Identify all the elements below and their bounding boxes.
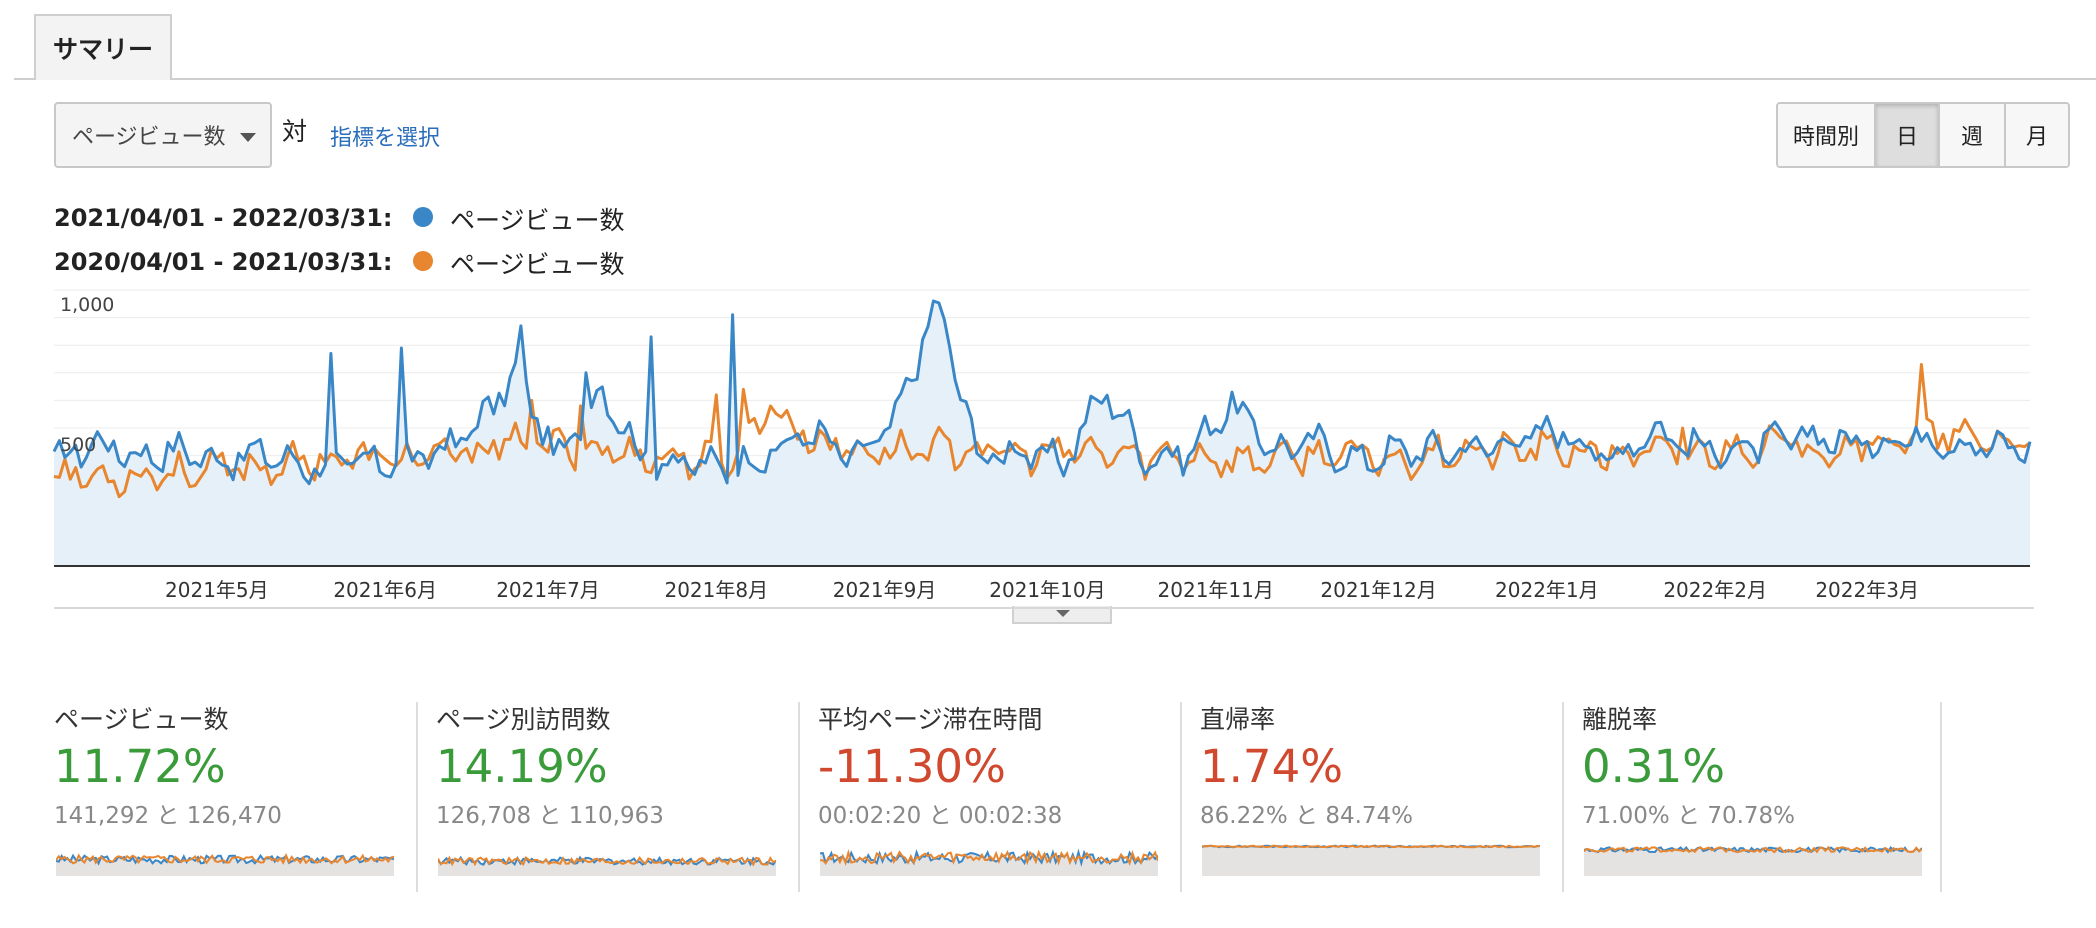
x-tick-label: 2021年10月	[989, 578, 1106, 602]
x-tick-label: 2021年9月	[832, 578, 937, 602]
series-line-current	[52, 299, 2032, 486]
metric-change-percent: 1.74%	[1200, 740, 1343, 793]
card-separator	[416, 702, 418, 892]
x-tick-label: 2022年1月	[1495, 578, 1599, 602]
x-tick-label: 2021年5月	[165, 578, 269, 602]
sparkline-area	[1202, 845, 1540, 876]
legend-range-current: 2021/04/01 - 2022/03/31:	[54, 204, 393, 232]
x-tick-label: 2022年3月	[1815, 578, 1919, 602]
legend-range-previous: 2020/04/01 - 2021/03/31:	[54, 248, 393, 276]
sparkline-previous	[820, 848, 1158, 866]
sparkline-area	[1584, 847, 1922, 876]
y-tick-label: 500	[60, 434, 97, 456]
sparkline	[1202, 844, 1540, 876]
versus-label: 対	[282, 117, 308, 146]
x-tick-label: 2022年2月	[1663, 578, 1767, 602]
tab-bar: サマリー	[14, 0, 2096, 80]
metric-name: 離脱率	[1582, 705, 1658, 734]
metric-select-label: ページビュー数	[72, 125, 226, 150]
sparkline-previous	[1584, 845, 1922, 854]
series-area	[54, 301, 2030, 566]
metric-name: ページ別訪問数	[436, 705, 611, 734]
sparkline-previous	[438, 855, 776, 867]
tab-summary[interactable]: サマリー	[34, 14, 172, 80]
granularity-day-button[interactable]: 日	[1874, 104, 1938, 166]
x-tick-label: 2021年11月	[1157, 578, 1274, 602]
x-tick-label: 2021年12月	[1320, 578, 1437, 602]
granularity-week-button[interactable]: 週	[1938, 104, 2004, 166]
metric-comparison: 126,708 と 110,963	[436, 803, 664, 829]
x-tick-label: 2021年8月	[664, 578, 769, 602]
metric-comparison: 86.22% と 84.74%	[1200, 803, 1414, 829]
sparkline-previous	[56, 852, 394, 865]
legend-dot-current	[413, 207, 433, 227]
granularity-month-button[interactable]: 月	[2004, 104, 2068, 166]
sparkline-previous	[1202, 844, 1540, 849]
chevron-down-icon	[240, 133, 256, 142]
chevron-down-icon	[1056, 610, 1070, 617]
sparkline	[56, 852, 394, 876]
summary-card-pageviews[interactable]: ページビュー数 11.72% 141,292 と 126,470	[54, 700, 436, 892]
metric-name: ページビュー数	[54, 705, 229, 734]
metric-comparison: 141,292 と 126,470	[54, 803, 282, 829]
metric-change-percent: 11.72%	[54, 740, 226, 793]
sparkline	[438, 855, 776, 876]
y-tick-label: 1,000	[60, 294, 115, 316]
legend-dot-previous	[413, 251, 433, 271]
sparkline	[1584, 845, 1922, 876]
summary-card-avg-time-on-page[interactable]: 平均ページ滞在時間 -11.30% 00:02:20 と 00:02:38	[798, 700, 1200, 892]
chart-collapse-handle[interactable]	[1012, 606, 1112, 624]
card-separator	[1940, 702, 1942, 892]
metric-name: 平均ページ滞在時間	[818, 705, 1043, 734]
metric-comparison: 00:02:20 と 00:02:38	[818, 803, 1063, 829]
metric-name: 直帰率	[1200, 705, 1276, 734]
metric-comparison: 71.00% と 70.78%	[1582, 803, 1796, 829]
tab-underline	[14, 78, 2096, 80]
x-tick-label: 2021年7月	[496, 578, 600, 602]
card-separator	[1180, 702, 1182, 892]
legend-metric-current: ページビュー数	[450, 206, 625, 235]
metric-change-percent: -11.30%	[818, 740, 1006, 793]
metric-change-percent: 14.19%	[436, 740, 608, 793]
choose-metric-link[interactable]: 指標を選択	[330, 126, 441, 151]
metric-change-percent: 0.31%	[1582, 740, 1725, 793]
card-separator	[1562, 702, 1564, 892]
granularity-hourly-button[interactable]: 時間別	[1778, 104, 1874, 166]
summary-card-exit-rate[interactable]: 離脱率 0.31% 71.00% と 70.78%	[1562, 700, 1964, 892]
sparkline	[820, 848, 1158, 876]
chart-divider	[54, 607, 2034, 609]
legend-metric-previous: ページビュー数	[450, 250, 625, 279]
summary-card-bounce-rate[interactable]: 直帰率 1.74% 86.22% と 84.74%	[1180, 700, 1582, 892]
granularity-buttons: 時間別 日 週 月	[1776, 102, 2070, 168]
x-tick-label: 2021年6月	[333, 578, 437, 602]
sparkline-current	[820, 848, 1158, 868]
summary-card-unique-pageviews[interactable]: ページ別訪問数 14.19% 126,708 と 110,963	[416, 700, 818, 892]
metric-select[interactable]: ページビュー数	[54, 102, 272, 168]
card-separator	[798, 702, 800, 892]
